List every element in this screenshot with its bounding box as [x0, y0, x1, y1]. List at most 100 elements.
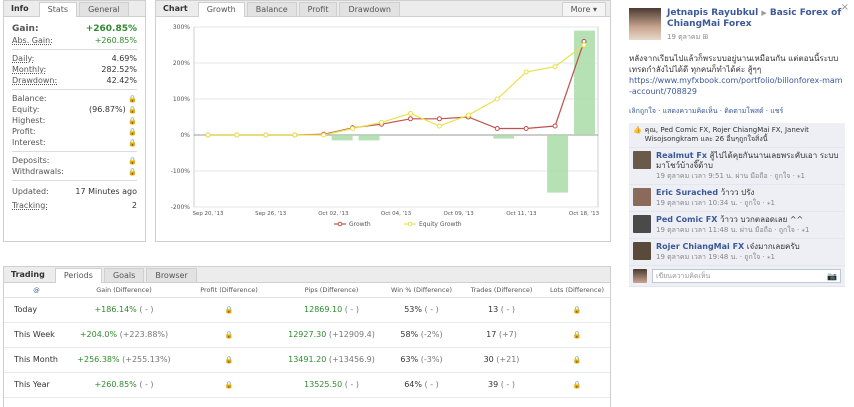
- lock-icon: 🔒: [128, 106, 137, 114]
- y-tick-label: 200%: [173, 60, 190, 67]
- win-cell: 64% ( - ): [384, 372, 459, 398]
- trades-cell: 17 (+7): [459, 322, 544, 348]
- drawdown-bar: [547, 135, 569, 193]
- close-icon[interactable]: ×: [840, 2, 849, 13]
- series-point: [321, 132, 327, 138]
- camera-icon[interactable]: 📷: [827, 271, 837, 281]
- trading-title: Trading: [11, 270, 45, 279]
- tab-growth[interactable]: Growth: [197, 2, 245, 17]
- y-tick-label: 100%: [173, 96, 190, 103]
- commenter-avatar[interactable]: [633, 215, 651, 233]
- legend-marker: [337, 221, 343, 227]
- series-point: [205, 132, 211, 138]
- lock-icon: 🔒: [224, 356, 234, 364]
- updated-value: 17 Minutes ago: [75, 186, 137, 196]
- comment-item: Eric Surached ว้าวว ปรัง 19 ตุลาคม เวลา 1…: [629, 185, 845, 212]
- drawdown-bar: [358, 135, 380, 141]
- win-cell: 53% ( - ): [384, 297, 459, 323]
- likes-text[interactable]: คุณ, Ped Comic FX, Rojer ChiangMai FX, J…: [644, 126, 809, 143]
- post-actions[interactable]: เลิกถูกใจ · แสดงความคิดเห็น · ติดตามโพสต…: [629, 107, 784, 115]
- divider: [12, 180, 137, 181]
- table-row: This Year +260.85% ( - ) 🔒 13525.50 ( - ) 64…: [4, 372, 610, 398]
- chart-tabbar: Chart Growth Balance Profit Drawdown Mor…: [156, 1, 610, 17]
- tab-profit[interactable]: Profit: [298, 2, 338, 16]
- table-row: This Month +256.38% (+255.13%) 🔒 13491.20 (…: [4, 347, 610, 373]
- at-icon[interactable]: @: [4, 283, 69, 298]
- abs-gain-label[interactable]: Abs. Gain:: [12, 36, 53, 45]
- profit-cell: 🔒: [179, 297, 279, 323]
- period-label: This Year: [4, 372, 69, 398]
- series-point: [379, 119, 385, 125]
- chart-panel: Chart Growth Balance Profit Drawdown Mor…: [155, 0, 611, 242]
- commenter-avatar[interactable]: [633, 242, 651, 260]
- tracking-label[interactable]: Tracking:: [12, 200, 48, 210]
- x-tick-label: Sep 20, '13: [192, 211, 224, 217]
- tab-drawdown[interactable]: Drawdown: [339, 2, 400, 16]
- lock-icon: 🔒: [128, 94, 137, 103]
- daily-label[interactable]: Daily:: [12, 54, 35, 63]
- commenter-avatar[interactable]: [633, 151, 651, 169]
- highest-label: Highest:: [12, 116, 46, 125]
- comment-item: Rojer ChiangMai FX เจ๋งมากเลยครับ 19 ตุลา…: [629, 239, 845, 266]
- commenter-name[interactable]: Rojer ChiangMai FX: [656, 242, 745, 251]
- group-name[interactable]: Basic Forex of ChiangMai Forex: [667, 8, 842, 29]
- post-date[interactable]: 19 ตุลาคม: [667, 33, 701, 41]
- col-lots: Lots (Difference): [544, 283, 610, 298]
- series-point: [350, 126, 356, 132]
- lock-icon: 🔒: [224, 306, 234, 314]
- post-link[interactable]: https://www.myfxbook.com/portfolio/billo…: [629, 76, 843, 96]
- commenter-name[interactable]: Realmut Fx: [656, 151, 707, 160]
- x-tick-label: Oct 18, '13: [569, 211, 600, 217]
- tab-info[interactable]: Info: [11, 4, 29, 13]
- tab-stats[interactable]: Stats: [38, 2, 78, 17]
- tab-general[interactable]: General: [79, 2, 129, 16]
- info-tabbar: Info Stats General: [4, 1, 145, 17]
- equity-value: (96.87%): [88, 105, 126, 114]
- pips-cell: 12869.10 ( - ): [279, 297, 384, 323]
- commenter-name[interactable]: Eric Surached: [656, 188, 719, 197]
- col-gain: Gain (Difference): [69, 283, 179, 298]
- tab-balance[interactable]: Balance: [246, 2, 297, 16]
- x-tick-label: Oct 02, '13: [318, 211, 349, 217]
- lock-icon: 🔒: [572, 306, 582, 314]
- comment-meta: 19 ตุลาคม เวลา 10:34 น. · ถูกใจ · ⁎1: [656, 199, 775, 207]
- dropdown-arrow-icon: ▾: [592, 5, 597, 14]
- deposits-label: Deposits:: [12, 156, 50, 165]
- author-name[interactable]: Jetnapis Rayubkul: [667, 8, 759, 18]
- comment-item: Realmut Fx สู้ไปได้คุยกันนานเลยพระคับเอา…: [629, 148, 845, 185]
- trades-cell: 39 ( - ): [459, 372, 544, 398]
- x-tick-label: Sep 26, '13: [255, 211, 287, 217]
- trades-cell: 13 ( - ): [459, 297, 544, 323]
- tab-periods[interactable]: Periods: [54, 268, 102, 283]
- gain-value: +260.85%: [85, 23, 137, 34]
- col-trades: Trades (Difference): [459, 283, 544, 298]
- comment-text: เจ๋งมากเลยครับ: [746, 242, 800, 251]
- tab-goals[interactable]: Goals: [103, 268, 145, 282]
- col-profit: Profit (Difference): [179, 283, 279, 298]
- drawdown-label[interactable]: Drawdown:: [12, 76, 58, 85]
- drawdown-bar: [331, 135, 353, 141]
- x-tick-label: Oct 09, '13: [444, 211, 475, 217]
- commenter-avatar[interactable]: [633, 188, 651, 206]
- win-cell: 58% (-2%): [384, 322, 459, 348]
- author-avatar[interactable]: [629, 8, 661, 40]
- lock-icon: 🔒: [128, 138, 137, 147]
- series-point: [436, 116, 442, 122]
- info-panel: Info Stats General Gain: +260.85% Abs. Ga…: [3, 0, 146, 242]
- commenter-name[interactable]: Ped Comic FX: [656, 215, 718, 224]
- likes-bar: 👍 คุณ, Ped Comic FX, Rojer ChiangMai FX,…: [629, 123, 845, 148]
- divider: [12, 151, 137, 152]
- tab-browser[interactable]: Browser: [146, 268, 197, 282]
- series-line-1: [208, 44, 585, 136]
- more-button[interactable]: More ▾: [561, 2, 606, 16]
- x-tick-label: Oct 04, '13: [381, 211, 412, 217]
- pips-cell: 13525.50 ( - ): [279, 372, 384, 398]
- period-label: This Week: [4, 322, 69, 348]
- monthly-label[interactable]: Monthly:: [12, 65, 47, 74]
- lock-icon: 🔒: [224, 331, 234, 339]
- monthly-value: 282.52%: [101, 65, 137, 74]
- lots-cell: 🔒: [544, 322, 610, 348]
- y-tick-label: -100%: [171, 168, 191, 175]
- comment-input[interactable]: เขียนความคิดเห็น 📷: [652, 269, 841, 283]
- comment-placeholder: เขียนความคิดเห็น: [656, 271, 711, 280]
